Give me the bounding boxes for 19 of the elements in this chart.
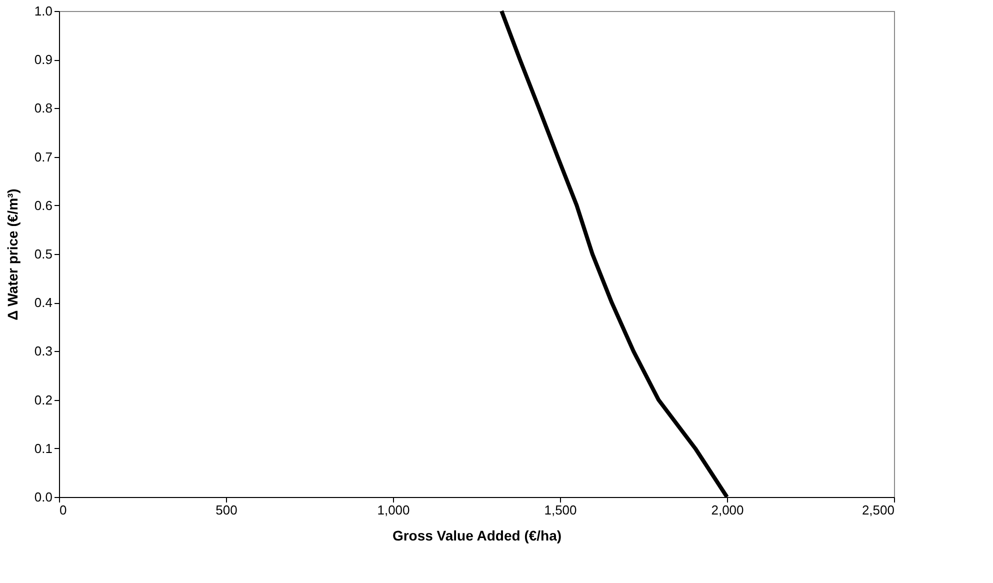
- y-tick-label: 0.3: [34, 344, 52, 359]
- x-tick-label: 2,500: [862, 502, 894, 518]
- y-tick-label: 0.5: [34, 246, 52, 262]
- y-tick-label: 0.4: [34, 295, 52, 310]
- x-tick-label: 1,500: [544, 502, 577, 518]
- x-axis-title: Gross Value Added (€/ha): [392, 528, 562, 544]
- x-tick-label: 500: [216, 502, 238, 518]
- y-tick-label: 0.8: [34, 100, 52, 116]
- x-tick-label: 1,000: [377, 502, 410, 518]
- y-tick-label: 0.6: [34, 198, 52, 213]
- x-tick-label: 2,000: [711, 502, 744, 518]
- y-axis-title: Δ Water price (€/m³): [4, 188, 20, 320]
- x-tick-label: 0: [60, 502, 67, 518]
- y-tick-label: 0.1: [34, 440, 52, 456]
- y-tick-label: 0.9: [34, 52, 52, 68]
- y-tick-label: 0.2: [34, 392, 52, 408]
- y-tick-label: 0.7: [34, 149, 52, 164]
- y-tick-label: 1.0: [34, 4, 52, 18]
- y-tick-label: 0.0: [34, 490, 52, 504]
